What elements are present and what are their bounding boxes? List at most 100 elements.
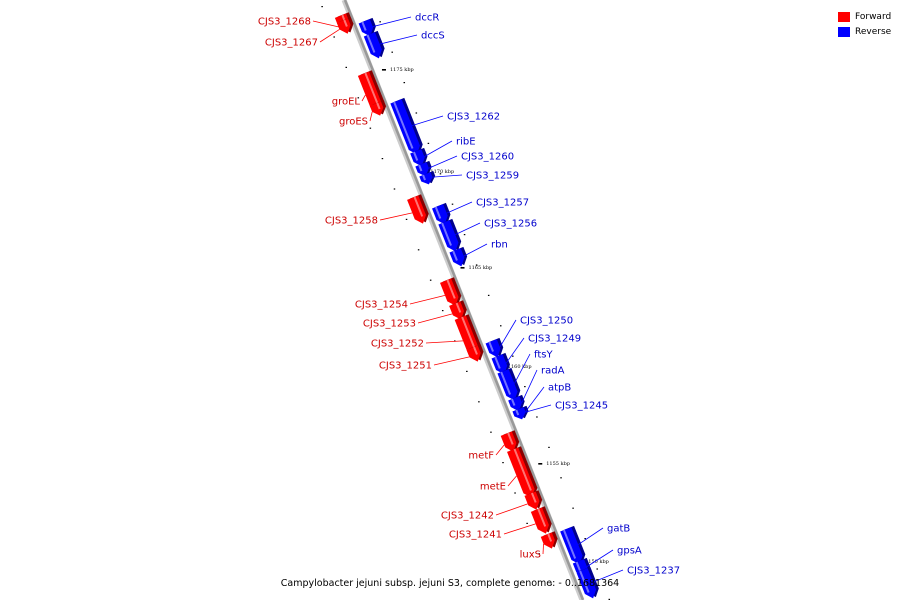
gene-label: radA (541, 366, 565, 377)
label-connector (369, 111, 373, 122)
minor-tick-mark (538, 553, 540, 555)
minor-tick-mark (502, 462, 504, 464)
gene-CJS3_1253[interactable] (449, 300, 467, 320)
legend-label-forward: Forward (855, 11, 892, 22)
gene-CJS3_1242[interactable] (524, 490, 543, 510)
gene-label: dccR (415, 13, 439, 24)
gene-arrow (466, 345, 481, 362)
forward-swatch (838, 11, 850, 22)
minor-tick-mark (379, 21, 381, 23)
gene-label: groEL (332, 97, 361, 108)
gene-highlight (575, 561, 581, 571)
gene-luxS[interactable] (540, 531, 558, 549)
gene-label: CJS3_1252 (371, 339, 424, 350)
tick-label: 1155 kbp (546, 461, 570, 467)
gene-CJS3_1245[interactable] (512, 405, 529, 420)
minor-tick-mark (429, 279, 432, 281)
gene-highlight (513, 448, 532, 491)
gene-label: gpsA (617, 546, 642, 557)
gene-label: metF (468, 451, 494, 462)
gene-highlight (531, 492, 537, 503)
tick-label: 1170 kbp (430, 169, 454, 175)
minor-tick-mark (415, 112, 418, 114)
gene-label: CJS3_1262 (447, 112, 500, 123)
gene-highlight (393, 101, 414, 149)
minor-tick-mark (514, 492, 516, 494)
gene-label: CJS3_1249 (528, 334, 581, 345)
label-connector (425, 340, 464, 344)
gene-gatB[interactable] (560, 525, 586, 565)
major-tick-mark (381, 69, 386, 71)
label-connector (433, 356, 470, 366)
minor-tick-mark (357, 97, 360, 99)
gene-dccR[interactable] (358, 17, 376, 37)
gene-arrow (449, 301, 465, 320)
gene-arrow (440, 278, 459, 306)
gene-highlight (434, 206, 442, 219)
gene-highlight (366, 34, 376, 53)
gene-CJS3_1257[interactable] (432, 202, 451, 225)
gene-highlight (412, 151, 419, 161)
gene-highlight (473, 346, 478, 355)
gene-label: CJS3_1256 (484, 219, 537, 230)
gene-CJS3_1258[interactable] (407, 194, 429, 224)
gene-label: CJS3_1258 (325, 216, 378, 227)
gene-label: CJS3_1241 (449, 530, 502, 541)
gene-highlight (455, 302, 462, 313)
gene-ribE[interactable] (410, 147, 428, 167)
gene-highlight (376, 102, 381, 110)
gene-groES[interactable] (369, 100, 387, 116)
gene-CJS3_1250[interactable] (485, 337, 504, 358)
gene-label: metE (480, 482, 506, 493)
gene-highlight (452, 250, 458, 261)
gene-rbn[interactable] (449, 246, 468, 267)
gene-radA[interactable] (508, 394, 525, 412)
minor-tick-mark (584, 538, 586, 540)
gene-CJS3_1237[interactable] (576, 566, 599, 599)
gene-groEL[interactable] (357, 70, 385, 112)
label-connector (417, 313, 453, 324)
gene-CJS3_1254[interactable] (440, 277, 462, 306)
major-tick-mark (460, 267, 465, 269)
gene-CJS3_1267[interactable] (336, 17, 354, 34)
gene-label: CJS3_1253 (363, 319, 416, 330)
minor-tick-mark (321, 6, 323, 8)
legend-item-reverse: Reverse (838, 24, 891, 39)
minor-tick-mark (403, 82, 406, 84)
gene-label: CJS3_1237 (627, 566, 680, 577)
gene-CJS3_1259[interactable] (419, 170, 436, 185)
minor-tick-mark (499, 325, 502, 327)
gene-ftsY[interactable] (497, 367, 521, 401)
gene-metE[interactable] (507, 446, 538, 498)
minor-tick-mark (466, 370, 468, 372)
gene-label: dccS (421, 31, 445, 42)
minor-tick-mark (487, 294, 490, 296)
label-connector (409, 295, 446, 305)
minor-tick-mark (490, 431, 492, 433)
gene-CJS3_1256[interactable] (438, 218, 462, 252)
label-connector (411, 115, 444, 126)
gene-CJS3_1249[interactable] (491, 352, 510, 375)
gene-dccS[interactable] (363, 30, 385, 59)
gene-highlight (413, 196, 424, 217)
gene-CJS3_1260[interactable] (415, 160, 432, 177)
label-connector (424, 140, 453, 157)
gene-highlight (510, 398, 516, 406)
gene-metF[interactable] (500, 430, 520, 452)
label-connector (319, 29, 340, 43)
gene-arrow (540, 532, 555, 549)
label-connector (586, 549, 614, 567)
gene-highlight (507, 432, 514, 445)
minor-tick-mark (417, 249, 420, 251)
label-connector (542, 543, 544, 555)
tick-label: 1150 kbp (585, 559, 609, 565)
gene-CJS3_1262[interactable] (390, 97, 423, 155)
minor-tick-mark (536, 416, 538, 418)
gene-CJS3_1241[interactable] (530, 506, 552, 534)
label-connector (463, 243, 488, 257)
minor-tick-mark (475, 264, 478, 266)
minor-tick-mark (345, 66, 347, 68)
gene-CJS3_1251[interactable] (466, 344, 484, 362)
minor-tick-mark (512, 355, 514, 357)
minor-tick-mark (524, 386, 526, 388)
